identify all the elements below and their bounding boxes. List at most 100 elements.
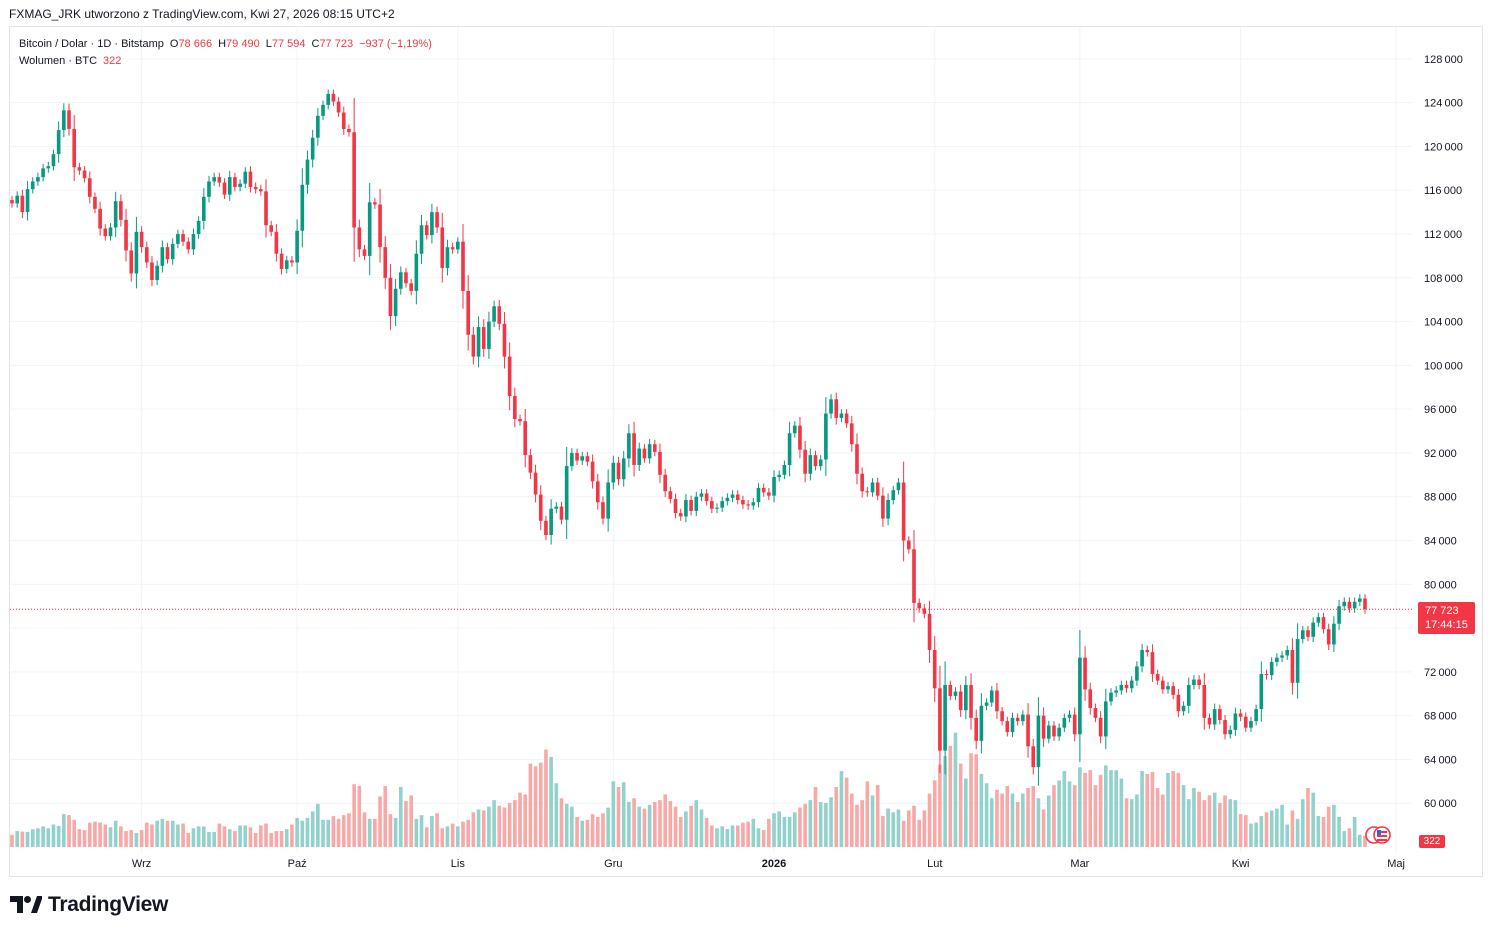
volume-badge: 322 bbox=[1419, 835, 1445, 848]
legend-symbol[interactable]: Bitcoin / Dolar · 1D · Bitstamp bbox=[19, 38, 164, 50]
candle-body bbox=[1347, 601, 1352, 609]
candle-body bbox=[51, 154, 56, 167]
candle-body bbox=[1306, 630, 1310, 637]
candle-body bbox=[922, 608, 927, 614]
candle-body bbox=[881, 495, 885, 519]
candle-body bbox=[1135, 666, 1139, 681]
volume-bar bbox=[865, 781, 870, 847]
volume-bar bbox=[331, 816, 336, 847]
candle-body bbox=[849, 423, 854, 445]
volume-bar bbox=[326, 819, 331, 847]
candle-body bbox=[466, 290, 470, 335]
volume-bar bbox=[103, 824, 108, 847]
volume-bar bbox=[82, 830, 87, 847]
candle-body bbox=[1161, 680, 1165, 690]
candle-body bbox=[772, 477, 776, 496]
volume-bar bbox=[813, 787, 818, 847]
candle-body bbox=[1290, 649, 1295, 683]
volume-bar bbox=[1306, 787, 1310, 847]
candle-body bbox=[331, 93, 336, 102]
candle-body bbox=[839, 413, 844, 418]
volume-bar bbox=[373, 818, 377, 847]
volume-bar bbox=[124, 831, 128, 847]
volume-bar bbox=[93, 821, 97, 847]
volume-bar bbox=[1233, 800, 1238, 847]
candle-body bbox=[549, 508, 553, 536]
candle-body bbox=[523, 421, 528, 456]
candle-body bbox=[300, 184, 305, 231]
candle-body bbox=[678, 513, 683, 517]
volume-bar bbox=[264, 823, 268, 847]
volume-bar bbox=[1223, 795, 1227, 847]
candle-body bbox=[907, 540, 911, 550]
candle-body bbox=[989, 690, 994, 703]
candle-body bbox=[15, 195, 19, 204]
volume-bar bbox=[761, 830, 766, 847]
volume-bar bbox=[1176, 772, 1181, 847]
candle-body bbox=[1202, 685, 1207, 718]
candle-body bbox=[326, 93, 331, 105]
candle-body bbox=[108, 227, 113, 237]
volume-bar bbox=[62, 814, 66, 847]
x-tick-label: Mar bbox=[1070, 858, 1089, 870]
tradingview-logo[interactable]: TradingView bbox=[10, 893, 168, 917]
candle-body bbox=[1337, 606, 1341, 624]
candle-body bbox=[259, 189, 263, 192]
volume-bar bbox=[642, 808, 647, 847]
volume-bar bbox=[927, 793, 932, 847]
volume-bar bbox=[958, 763, 963, 847]
volume-bar bbox=[559, 798, 564, 847]
candle-body bbox=[585, 456, 590, 462]
volume-bar bbox=[1337, 817, 1341, 847]
y-tick-label: 128 000 bbox=[1424, 54, 1463, 66]
volume-bar bbox=[160, 818, 165, 847]
candle-body bbox=[1046, 725, 1051, 739]
candle-body bbox=[1031, 746, 1036, 768]
candle-body bbox=[461, 241, 465, 291]
volume-bar bbox=[279, 831, 284, 847]
volume-bar bbox=[1046, 795, 1051, 847]
candle-body bbox=[160, 247, 165, 266]
candle-body bbox=[424, 225, 429, 236]
candle-body bbox=[1098, 717, 1103, 737]
candle-body bbox=[1155, 674, 1160, 681]
legend-volume-label[interactable]: Wolumen · BTC bbox=[19, 55, 98, 67]
candle-body bbox=[253, 186, 258, 190]
volume-bar bbox=[673, 806, 678, 847]
candle-body bbox=[404, 272, 408, 284]
tradingview-logo-icon bbox=[10, 896, 42, 913]
candle-body bbox=[1269, 662, 1274, 676]
grid-lines bbox=[10, 27, 1412, 852]
y-tick-label: 84 000 bbox=[1424, 536, 1457, 548]
candle-body bbox=[378, 204, 382, 248]
candle-body bbox=[627, 433, 631, 459]
candle-body bbox=[129, 250, 134, 274]
volume-bar bbox=[891, 812, 896, 847]
volume-bar bbox=[170, 820, 175, 847]
candle-body bbox=[865, 491, 870, 493]
candle-body bbox=[984, 702, 989, 706]
us-flag-events-icon[interactable] bbox=[1364, 825, 1392, 845]
volume-bar bbox=[476, 809, 481, 847]
volume-bar bbox=[979, 773, 984, 847]
volume-bar bbox=[10, 834, 14, 847]
volume-bar bbox=[222, 826, 227, 847]
x-tick-label: Gru bbox=[604, 858, 622, 870]
candle-body bbox=[30, 181, 35, 190]
candle-body bbox=[357, 227, 362, 250]
candle-body bbox=[658, 451, 662, 475]
y-tick-label: 64 000 bbox=[1424, 754, 1457, 766]
candle-body bbox=[1321, 617, 1326, 630]
x-tick-label: Lut bbox=[927, 858, 942, 870]
time-axis: Wrz Paź Lis Gru 2026 Lut Mar Kwi Maj bbox=[132, 858, 1405, 870]
candle-body bbox=[1093, 707, 1098, 718]
volume-bar bbox=[1295, 818, 1300, 847]
candle-body bbox=[1264, 674, 1269, 676]
volume-bar bbox=[424, 827, 429, 847]
candle-body bbox=[1176, 694, 1181, 712]
volume-bar bbox=[720, 826, 725, 847]
volume-bar bbox=[461, 821, 465, 847]
